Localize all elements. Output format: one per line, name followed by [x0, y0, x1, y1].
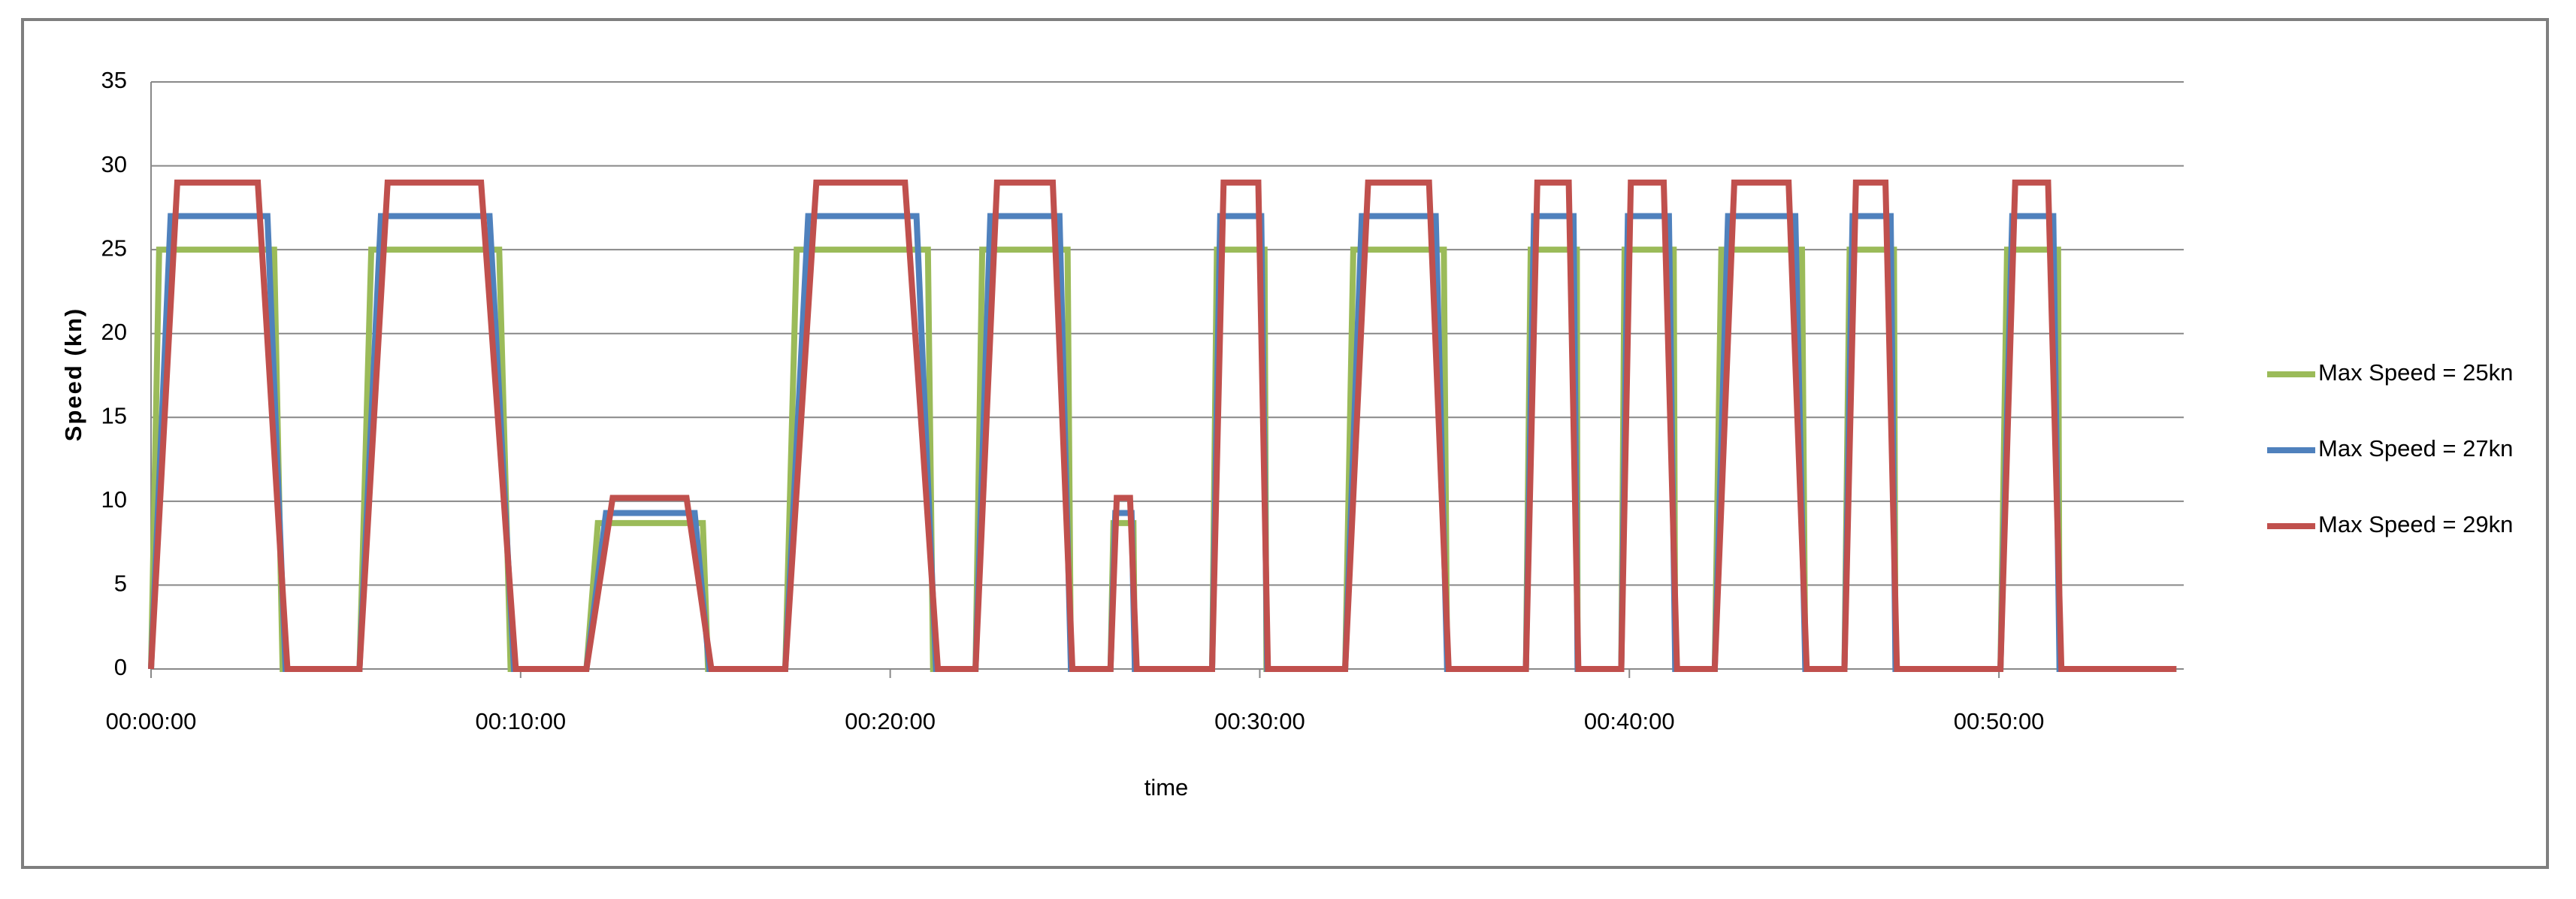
y-tick-label: 25 [101, 235, 127, 261]
x-tick-label: 00:50:00 [1954, 708, 2045, 734]
x-tick-label: 00:40:00 [1584, 708, 1675, 734]
y-tick-label: 20 [101, 319, 127, 345]
y-tick-label: 5 [114, 571, 127, 597]
legend-label: Max Speed = 29kn [2318, 511, 2513, 537]
x-tick-label: 00:20:00 [845, 708, 936, 734]
x-tick-label: 00:00:00 [106, 708, 197, 734]
chart-frame [21, 18, 2549, 869]
x-tick-label: 00:10:00 [475, 708, 566, 734]
x-tick-label: 00:30:00 [1214, 708, 1305, 734]
y-tick-label: 15 [101, 402, 127, 428]
series-line [148, 179, 2177, 672]
y-tick-label: 35 [101, 67, 127, 93]
legend-label: Max Speed = 27kn [2318, 435, 2513, 462]
y-tick-label: 30 [101, 151, 127, 177]
y-tick-label: 0 [114, 654, 127, 680]
y-tick-label: 10 [101, 486, 127, 513]
legend-label: Max Speed = 25kn [2318, 359, 2513, 386]
y-axis-title: Speed (kn) [60, 307, 86, 441]
x-axis-title: time [1144, 774, 1189, 801]
